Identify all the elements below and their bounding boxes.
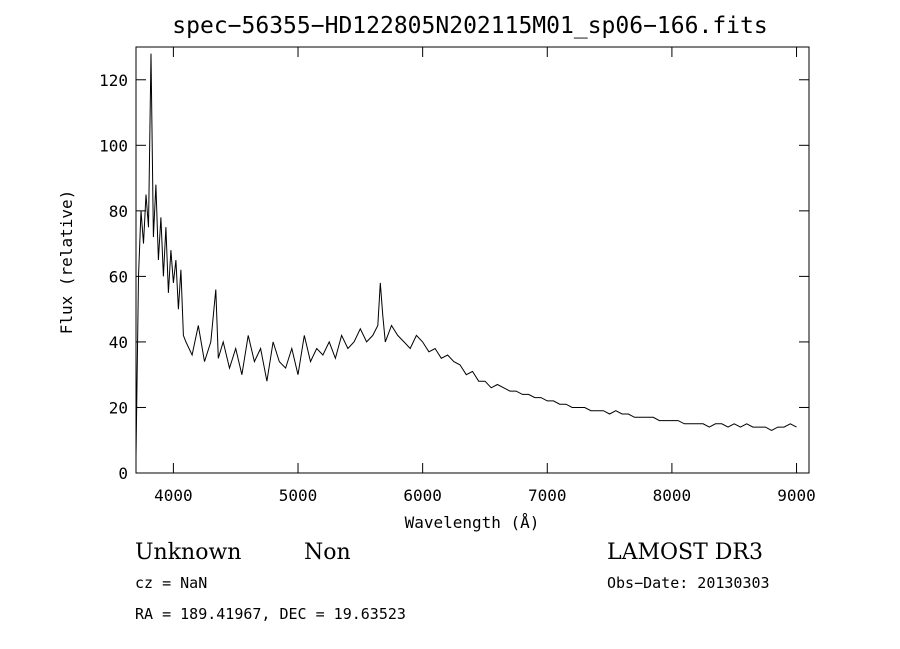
x-tick-label: 8000 <box>653 486 692 505</box>
obs-date-label: Obs−Date: 20130303 <box>607 574 770 592</box>
plot-frame <box>135 46 810 474</box>
y-axis: 0 20 40 60 80 100 120 <box>99 71 809 483</box>
y-tick-label: 60 <box>109 267 128 286</box>
y-tick-label: 100 <box>99 136 128 155</box>
x-axis: 4000 5000 6000 7000 8000 9000 <box>154 47 816 505</box>
y-axis-label: Flux (relative) <box>57 190 76 335</box>
x-tick-label: 4000 <box>154 486 193 505</box>
x-tick-label: 7000 <box>528 486 567 505</box>
x-tick-label: 6000 <box>403 486 442 505</box>
x-tick-label: 5000 <box>279 486 318 505</box>
y-tick-label: 0 <box>118 464 128 483</box>
subclass-label: Non <box>304 540 351 565</box>
cz-label: cz = NaN <box>135 574 207 592</box>
chart-title: spec−56355−HD122805N202115M01_sp06−166.f… <box>172 13 767 39</box>
spectrum-line <box>135 53 797 457</box>
survey-label: LAMOST DR3 <box>607 540 763 565</box>
y-tick-label: 80 <box>109 202 128 221</box>
x-tick-label: 9000 <box>777 486 816 505</box>
y-tick-label: 120 <box>99 71 128 90</box>
y-tick-label: 40 <box>109 333 128 352</box>
x-axis-label: Wavelength (Å) <box>405 513 540 532</box>
y-tick-label: 20 <box>109 398 128 417</box>
class-label: Unknown <box>135 540 241 565</box>
coords-label: RA = 189.41967, DEC = 19.63523 <box>135 605 406 623</box>
